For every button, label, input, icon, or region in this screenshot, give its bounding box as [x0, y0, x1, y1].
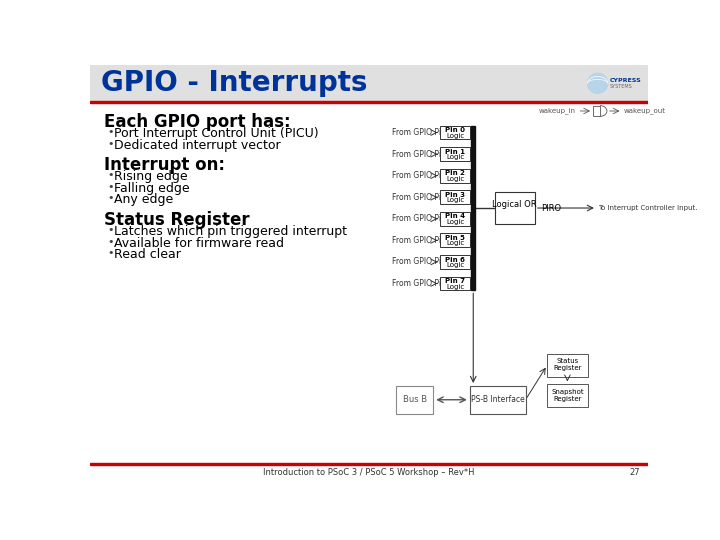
Text: Any edge: Any edge	[114, 193, 174, 206]
Text: Status Register: Status Register	[104, 211, 250, 229]
Bar	[547, 384, 588, 408]
Text: From GPIO Pin: From GPIO Pin	[392, 171, 446, 180]
Text: Pin 1: Pin 1	[445, 149, 465, 155]
Text: Interrupt on:: Interrupt on:	[104, 157, 225, 174]
Text: Status: Status	[557, 358, 579, 365]
Text: From GPIO Pin: From GPIO Pin	[392, 258, 446, 266]
Text: To Interrupt Controller Input.: To Interrupt Controller Input.	[598, 205, 698, 211]
Ellipse shape	[588, 73, 608, 93]
Bar	[441, 212, 469, 226]
Text: Falling edge: Falling edge	[114, 182, 189, 195]
Text: Register: Register	[553, 365, 582, 371]
Text: Logic: Logic	[446, 240, 464, 246]
Bar	[469, 386, 526, 414]
Text: wakeup_in: wakeup_in	[539, 107, 576, 114]
Text: From GPIO Pin: From GPIO Pin	[392, 279, 446, 288]
Bar	[441, 168, 469, 183]
Text: •: •	[108, 139, 114, 148]
Text: •: •	[108, 170, 114, 180]
Text: Pin 2: Pin 2	[445, 171, 465, 177]
Bar	[495, 192, 535, 224]
Text: From GPIO Pin: From GPIO Pin	[392, 193, 446, 202]
Text: Logic: Logic	[446, 154, 464, 160]
Bar	[547, 354, 588, 377]
Bar	[593, 106, 600, 117]
Text: PIRO: PIRO	[541, 204, 561, 213]
Bar	[441, 147, 469, 161]
Text: •: •	[108, 182, 114, 192]
Bar	[441, 126, 469, 139]
Text: Logic: Logic	[446, 133, 464, 139]
Text: •: •	[108, 225, 114, 235]
Text: Snapshot: Snapshot	[551, 389, 584, 395]
Bar	[396, 386, 433, 414]
Text: wakeup_out: wakeup_out	[624, 107, 666, 114]
Bar	[441, 276, 469, 291]
Text: •: •	[108, 248, 114, 258]
Text: Logic: Logic	[446, 284, 464, 289]
Text: Available for firmware read: Available for firmware read	[114, 237, 284, 249]
Text: Introduction to PSoC 3 / PSoC 5 Workshop – Rev*H: Introduction to PSoC 3 / PSoC 5 Workshop…	[264, 468, 474, 477]
Bar	[90, 65, 648, 101]
Text: Pin 0: Pin 0	[445, 127, 465, 133]
Text: •: •	[108, 237, 114, 246]
Text: •: •	[108, 193, 114, 204]
Text: Logic: Logic	[446, 262, 464, 268]
Text: Pin 5: Pin 5	[445, 235, 465, 241]
Bar	[441, 233, 469, 247]
Text: PS-B Interface: PS-B Interface	[471, 395, 525, 404]
Text: Register: Register	[553, 396, 582, 402]
Text: Logic: Logic	[446, 197, 464, 204]
Text: Port Interrupt Control Unit (PICU): Port Interrupt Control Unit (PICU)	[114, 127, 319, 140]
Bar	[90, 101, 648, 103]
Text: Dedicated interrupt vector: Dedicated interrupt vector	[114, 139, 281, 152]
Text: From GPIO Pin: From GPIO Pin	[392, 214, 446, 224]
Text: Rising edge: Rising edge	[114, 170, 188, 183]
Text: Logic: Logic	[446, 176, 464, 182]
Text: SYSTEMS: SYSTEMS	[609, 84, 632, 89]
Text: Bus B: Bus B	[402, 395, 427, 404]
Text: Pin 6: Pin 6	[445, 256, 465, 262]
Text: Pin 4: Pin 4	[445, 213, 465, 219]
Bar	[90, 463, 648, 465]
Text: 27: 27	[629, 468, 640, 477]
Text: CYPRESS: CYPRESS	[609, 78, 641, 84]
Text: Pin 7: Pin 7	[445, 278, 465, 284]
Text: Latches which pin triggered interrupt: Latches which pin triggered interrupt	[114, 225, 347, 238]
Text: Pin 3: Pin 3	[445, 192, 465, 198]
Bar	[441, 255, 469, 269]
Text: From GPIO Pin: From GPIO Pin	[392, 236, 446, 245]
Text: Logic: Logic	[446, 219, 464, 225]
Text: GPIO - Interrupts: GPIO - Interrupts	[101, 69, 367, 97]
Text: From GPIO Pin: From GPIO Pin	[392, 150, 446, 159]
Text: Each GPIO port has:: Each GPIO port has:	[104, 113, 291, 131]
Bar	[441, 190, 469, 204]
Bar	[472, 126, 475, 291]
Text: •: •	[108, 127, 114, 137]
Text: Logical OR: Logical OR	[492, 200, 537, 208]
Text: Read clear: Read clear	[114, 248, 181, 261]
Text: From GPIO Pin: From GPIO Pin	[392, 128, 446, 137]
